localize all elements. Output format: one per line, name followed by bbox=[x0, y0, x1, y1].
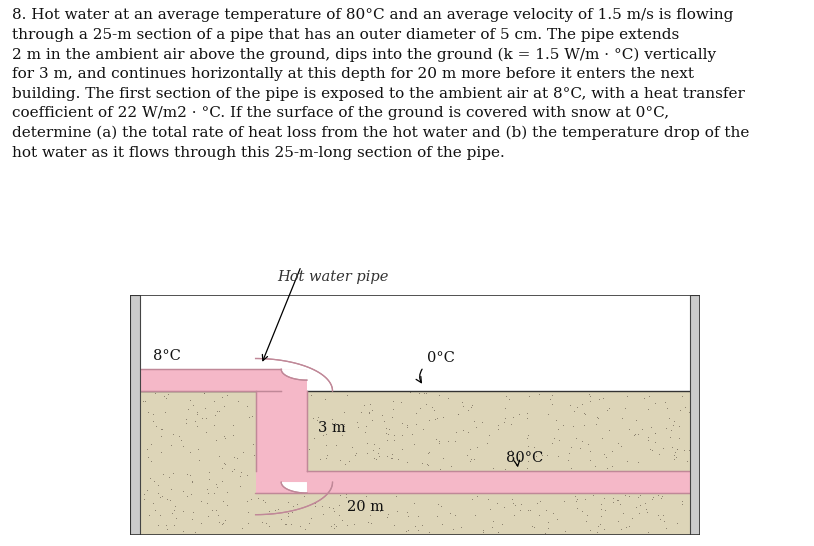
Polygon shape bbox=[282, 482, 307, 493]
Text: 8. Hot water at an average temperature of 80°C and an average velocity of 1.5 m/: 8. Hot water at an average temperature o… bbox=[12, 8, 750, 160]
Text: Hot water pipe: Hot water pipe bbox=[277, 270, 388, 284]
Bar bbox=[130, 391, 700, 535]
Bar bbox=[130, 295, 141, 535]
Text: 8°C: 8°C bbox=[153, 349, 181, 363]
Bar bbox=[256, 471, 307, 482]
Polygon shape bbox=[282, 369, 307, 380]
Bar bbox=[256, 369, 308, 391]
Text: 80°C: 80°C bbox=[506, 451, 544, 465]
Bar bbox=[256, 391, 307, 471]
Bar bbox=[689, 295, 700, 535]
Bar bbox=[256, 471, 689, 493]
Text: 3 m: 3 m bbox=[318, 421, 346, 435]
Text: 20 m: 20 m bbox=[347, 500, 383, 514]
Bar bbox=[130, 295, 700, 391]
Bar bbox=[141, 369, 282, 391]
Bar bbox=[256, 391, 307, 482]
Text: 0°C: 0°C bbox=[427, 351, 454, 365]
